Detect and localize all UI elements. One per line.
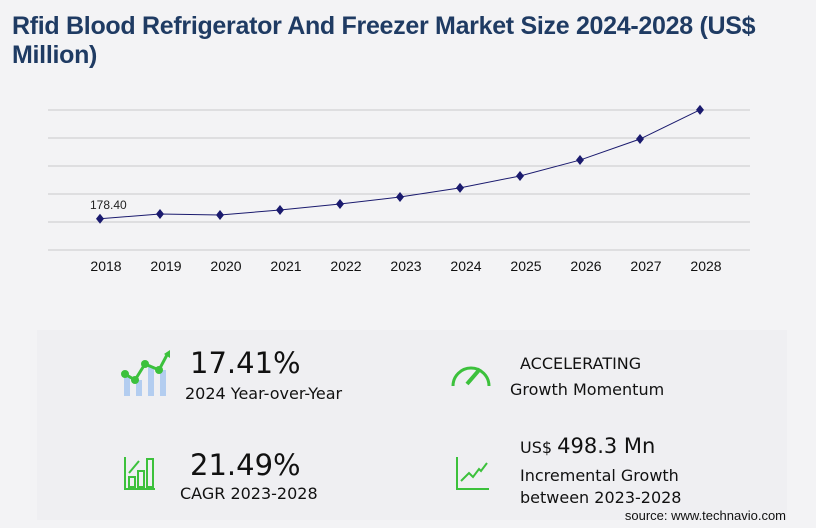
x-tick-label: 2020 [210,258,241,274]
data-point [156,209,164,220]
data-point [636,134,644,145]
x-tick-label: 2018 [90,258,121,274]
momentum-value: ACCELERATING [520,354,642,373]
x-tick-label: 2028 [690,258,721,274]
data-point [576,155,584,166]
data-point [456,182,464,193]
momentum-label: Growth Momentum [510,380,665,399]
series-line [99,109,701,220]
cagr-chart-icon [124,457,155,490]
line-chart: 2018 2019 2020 2021 2022 2023 2024 2025 2026 2027… [48,104,750,274]
data-point [396,192,404,203]
yoy-value: 17.41% [190,346,301,380]
data-point [336,198,344,209]
data-point [216,210,224,220]
data-point [696,104,704,115]
x-tick-label: 2026 [570,258,601,274]
incremental-amount: 498.3 Mn [557,434,656,458]
data-point [96,213,104,224]
trend-up-icon [456,457,489,490]
cagr-label: CAGR 2023-2028 [180,484,318,503]
cagr-value: 21.49% [190,448,301,482]
incremental-label-1: Incremental Growth [520,466,679,485]
x-tick-label: 2024 [450,258,481,274]
yoy-label: 2024 Year-over-Year [185,384,343,403]
data-point [276,204,284,215]
x-tick-label: 2027 [630,258,661,274]
currency-prefix: US$ [520,438,553,457]
chart-title: Rfid Blood Refrigerator And Freezer Mark… [12,12,756,69]
data-point [516,170,524,181]
x-tick-label: 2019 [150,258,181,274]
x-tick-label: 2023 [390,258,421,274]
incremental-value: US$ 498.3 Mn [520,434,655,458]
bar-growth-icon [121,350,170,396]
x-tick-label: 2025 [510,258,541,274]
incremental-label-2: between 2023-2028 [520,488,682,507]
x-tick-label: 2021 [270,258,301,274]
source-text: source: www.technavio.com [624,508,786,523]
speedometer-icon [451,366,491,387]
data-label: 178.40 [90,198,127,212]
x-tick-label: 2022 [330,258,361,274]
